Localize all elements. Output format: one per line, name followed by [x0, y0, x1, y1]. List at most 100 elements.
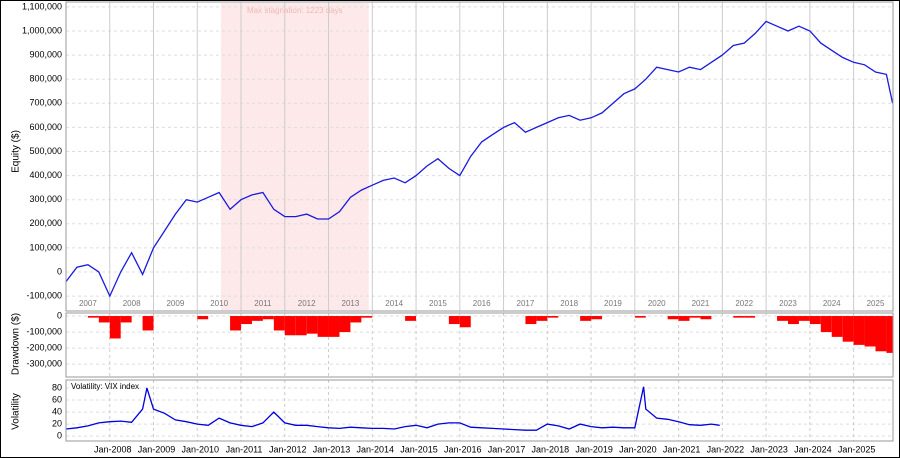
drawdown-bar: [120, 316, 132, 323]
drawdown-bar: [853, 316, 865, 345]
year-label: 2007: [79, 299, 97, 308]
year-label: 2012: [298, 299, 316, 308]
x-tick-label: Jan-2010: [182, 444, 220, 454]
panel-frame: [65, 312, 894, 378]
year-label: 2019: [604, 299, 622, 308]
drawdown-bar: [361, 316, 373, 318]
panel-border: [65, 312, 894, 378]
y-tick-label: -100,000: [26, 326, 62, 336]
year-label: 2021: [692, 299, 710, 308]
drawdown-bar: [777, 316, 788, 321]
y-tick-label: -100,000: [26, 290, 62, 300]
y-tick-label: 40: [52, 406, 62, 416]
x-tick-label: Jan-2023: [750, 444, 788, 454]
drawdown-bar: [317, 316, 329, 337]
drawdown-bar: [798, 316, 810, 321]
y-axis-title: Volatility: [11, 393, 22, 430]
x-tick-label: Jan-2008: [94, 444, 132, 454]
year-label: 2015: [429, 299, 447, 308]
drawdown-bar: [733, 316, 745, 318]
year-label: 2009: [166, 299, 184, 308]
stagnation-band: [220, 3, 369, 310]
year-label: 2008: [123, 299, 141, 308]
drawdown-bar: [142, 316, 154, 331]
drawdown-bar: [230, 316, 242, 331]
drawdown-bar: [634, 316, 646, 318]
y-tick-label: 1,100,000: [22, 1, 62, 11]
year-label: 2017: [517, 299, 535, 308]
drawdown-bar: [405, 316, 417, 321]
drawdown-bar: [536, 316, 548, 321]
panel-frame: [65, 1, 894, 312]
drawdown-bar: [875, 316, 887, 352]
x-tick-label: Jan-2013: [313, 444, 351, 454]
y-tick-label: 200,000: [29, 218, 62, 228]
drawdown-bar: [284, 316, 296, 336]
x-tick-label: Jan-2016: [444, 444, 482, 454]
drawdown-bar: [864, 316, 876, 347]
drawdown-bar: [98, 316, 110, 323]
panel-border: [65, 379, 894, 442]
panel-border: [65, 1, 894, 312]
drawdown-bar: [241, 316, 252, 325]
drawdown-bar: [339, 316, 351, 333]
x-tick-label: Jan-2024: [794, 444, 832, 454]
drawdown-bar: [350, 316, 362, 323]
x-tick-label: Jan-2018: [532, 444, 570, 454]
y-tick-label: 400,000: [29, 170, 62, 180]
drawdown-bar: [459, 316, 471, 328]
y-axis-title: Equity ($): [11, 130, 22, 173]
x-tick-label: Jan-2022: [707, 444, 745, 454]
line-series: [65, 20, 894, 298]
drawdown-bar: [591, 316, 603, 320]
drawdown-bar: [886, 316, 893, 353]
legend-entry: Volatility: VIX index: [71, 382, 139, 391]
year-label: 2020: [648, 299, 666, 308]
drawdown-bar: [251, 316, 263, 321]
drawdown-bar: [700, 316, 712, 320]
drawdown-bar: [87, 316, 99, 318]
y-tick-label: 800,000: [29, 74, 62, 84]
drawdown-bar: [678, 316, 690, 321]
drawdown-bar: [787, 316, 799, 325]
y-tick-label: 100,000: [29, 242, 62, 252]
panel-frame: [65, 379, 894, 442]
x-tick-label: Jan-2025: [838, 444, 876, 454]
drawdown-bar: [667, 316, 679, 320]
y-tick-label: 300,000: [29, 194, 62, 204]
drawdown-bar: [262, 316, 274, 320]
drawdown-bar: [295, 316, 307, 336]
drawdown-bar: [547, 316, 559, 318]
y-axis-title: Drawdown ($): [11, 313, 22, 375]
year-label: 2010: [210, 299, 228, 308]
x-tick-label: Jan-2015: [400, 444, 438, 454]
year-label: 2023: [779, 299, 797, 308]
x-tick-label: Jan-2012: [269, 444, 307, 454]
y-tick-label: 80: [52, 382, 62, 392]
line-series: [65, 386, 720, 431]
drawdown-bar: [525, 316, 537, 325]
x-tick-label: Jan-2011: [226, 444, 263, 454]
x-tick-label: Jan-2019: [575, 444, 613, 454]
year-label: 2024: [823, 299, 841, 308]
drawdown-bar: [273, 316, 285, 331]
y-tick-label: 20: [52, 419, 62, 429]
annotation: Max stagnation: 1223 days: [247, 6, 343, 15]
y-tick-label: 0: [57, 310, 62, 320]
drawdown-bar: [197, 316, 209, 320]
y-tick-label: 1,000,000: [22, 25, 62, 35]
year-label: 2014: [385, 299, 403, 308]
x-tick-label: Jan-2017: [488, 444, 526, 454]
y-tick-label: 600,000: [29, 122, 62, 132]
year-label: 2022: [735, 299, 753, 308]
drawdown-bar: [744, 316, 756, 318]
year-label: 2016: [473, 299, 491, 308]
y-tick-label: 500,000: [29, 146, 62, 156]
y-tick-label: 0: [57, 431, 62, 441]
y-tick-label: 0: [57, 266, 62, 276]
drawdown-bar: [328, 316, 340, 337]
x-tick-label: Jan-2020: [619, 444, 657, 454]
year-label: 2011: [254, 299, 272, 308]
drawdown-bar: [448, 316, 460, 325]
